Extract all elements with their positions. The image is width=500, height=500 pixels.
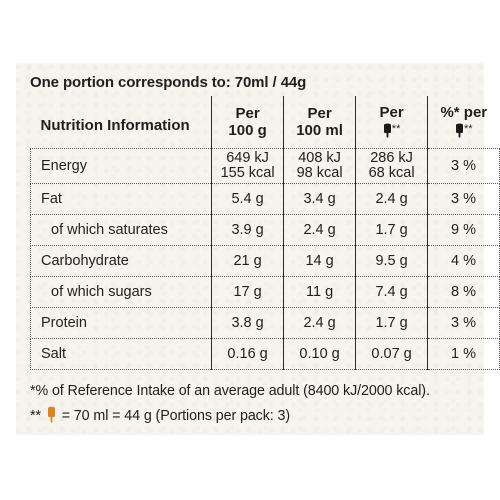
nutrition-table: Nutrition Information Per 100 g Per 100 … [29,96,500,370]
header-per-portion: Per ** [355,96,428,149]
ice-cream-stick-icon [455,123,464,138]
table-row-saturates: of which saturates 3.9 g 2.4 g 1.7 g 9 % [29,214,500,246]
header-per-100g: Per 100 g [211,96,284,149]
cell-ri-percent: 3 % [427,307,500,339]
cell-per-100ml: 0.10 g [283,338,356,370]
cell-per-100g: 3.8 g [211,307,284,339]
row-label: Energy [29,148,212,184]
table-row-sugars: of which sugars 17 g 11 g 7.4 g 8 % [29,276,500,308]
footnote-reference-intake: *% of Reference Intake of an average adu… [30,383,430,399]
table-row-protein: Protein 3.8 g 2.4 g 1.7 g 3 % [29,307,500,339]
footnote-marker: ** [30,408,41,424]
row-label: Fat [29,183,212,215]
cell-ri-percent: 9 % [427,214,500,246]
cell-ri-percent: 3 % [427,148,500,184]
cell-per-100ml: 2.4 g [283,307,356,339]
table-row-energy: Energy 649 kJ 155 kcal 408 kJ 98 kcal 286 … [29,148,500,184]
ice-cream-stick-icon [47,406,56,423]
ice-cream-stick-icon [383,123,392,138]
cell-per-100g: 5.4 g [211,183,284,215]
header-percent-ri-per-portion: %* per ** [427,96,500,149]
cell-per-100ml: 14 g [283,245,356,277]
cell-per-portion: 1.7 g [355,307,428,339]
cell-per-portion: 2.4 g [355,183,428,215]
cell-per-100ml: 2.4 g [283,214,356,246]
cell-per-100g: 649 kJ 155 kcal [211,148,284,184]
footnote-portion: ** = 70 ml = 44 g (Portions per pack: 3) [30,406,290,424]
header-per-100ml: Per 100 ml [283,96,356,149]
cell-per-100ml: 3.4 g [283,183,356,215]
cell-per-portion: 1.7 g [355,214,428,246]
cell-per-100g: 21 g [211,245,284,277]
cell-per-100ml: 408 kJ 98 kcal [283,148,356,184]
cell-per-100ml: 11 g [283,276,356,308]
table-row-salt: Salt 0.16 g 0.10 g 0.07 g 1 % [29,338,500,370]
row-label: Carbohydrate [29,245,212,277]
row-label: Salt [29,338,212,370]
table-row-carbohydrate: Carbohydrate 21 g 14 g 9.5 g 4 % [29,245,500,277]
table-row-fat: Fat 5.4 g 3.4 g 2.4 g 3 % [29,183,500,215]
cell-ri-percent: 4 % [427,245,500,277]
footnote-portion-text: = 70 ml = 44 g (Portions per pack: 3) [61,408,291,424]
cell-per-100g: 17 g [211,276,284,308]
cell-per-portion: 9.5 g [355,245,428,277]
header-nutrition-information: Nutrition Information [40,116,190,134]
cell-per-portion: 0.07 g [355,338,428,370]
row-label: of which sugars [29,276,212,308]
cell-ri-percent: 1 % [427,338,500,370]
row-label: Protein [29,307,212,339]
cell-ri-percent: 3 % [427,183,500,215]
cell-per-100g: 3.9 g [211,214,284,246]
row-label: of which saturates [29,214,212,246]
table-header-row: Nutrition Information Per 100 g Per 100 … [31,96,500,149]
cell-ri-percent: 8 % [427,276,500,308]
portion-info: One portion corresponds to: 70ml / 44g [30,74,307,91]
cell-per-portion: 7.4 g [355,276,428,308]
cell-per-portion: 286 kJ 68 kcal [355,148,428,184]
cell-per-100g: 0.16 g [211,338,284,370]
